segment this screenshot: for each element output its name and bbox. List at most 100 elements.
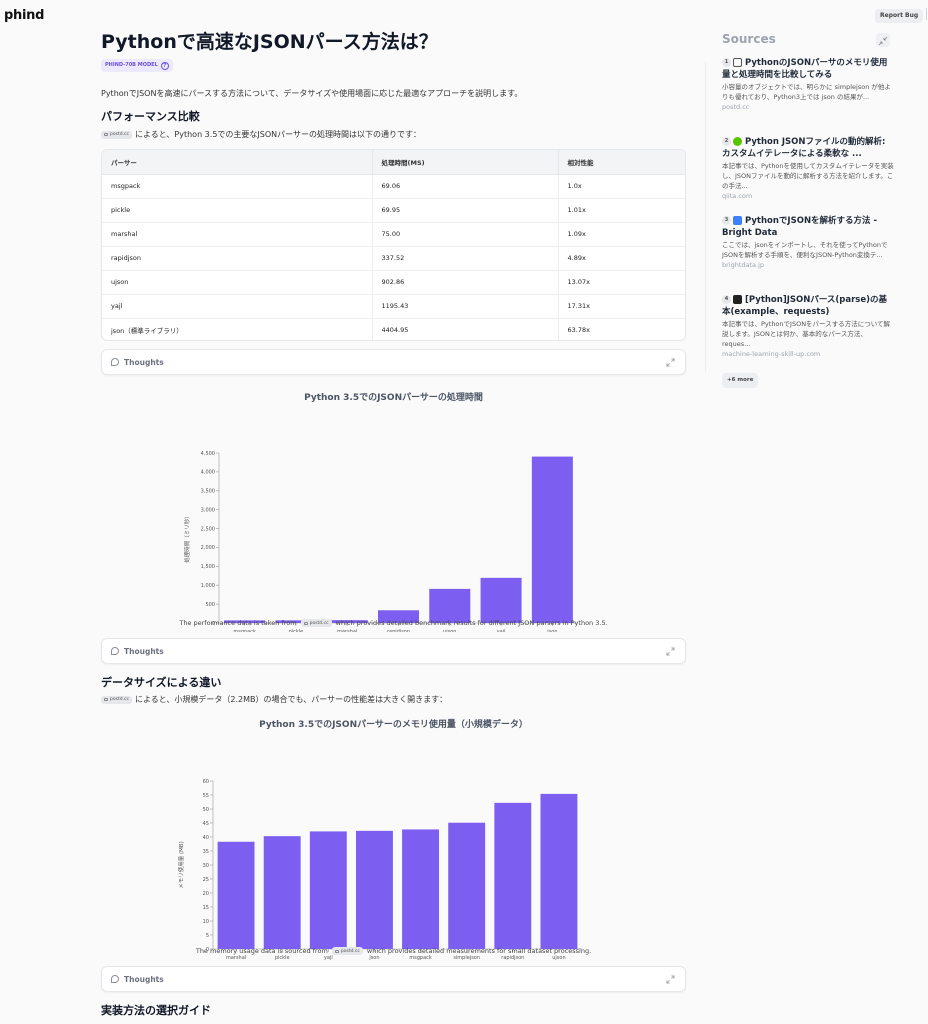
model-badge-label: PHIND-70B MODEL — [105, 62, 158, 68]
table-cell: 13.07x — [558, 270, 685, 295]
qiita-favicon-icon — [733, 137, 742, 146]
section-heading-data-size: データサイズによる違い — [101, 676, 222, 689]
expand-icon[interactable] — [666, 975, 675, 984]
chart-svg: 0 500 1,000 1,500 2,000 2,500 3,000 3,500 4,000 4… — [183, 451, 578, 632]
table-row: pickle 69.95 1.01x — [102, 198, 685, 223]
y-tick-label: 40 — [203, 835, 209, 841]
link-icon — [104, 698, 108, 701]
source-description: 本記事では、PythonでJSONをパースする方法について解説します。JSONと… — [722, 320, 891, 348]
table-cell: 902.86 — [372, 270, 559, 295]
source-number: 4 — [722, 295, 731, 304]
y-tick-label: 2,500 — [201, 526, 215, 532]
citation-chip-label: postd.cc — [110, 697, 129, 702]
caption-text: which provides detailed benchmark result… — [335, 619, 608, 627]
bar — [326, 620, 368, 623]
source-card[interactable]: 3 PythonでJSONを解析する方法 - Bright Data ここでは、j… — [722, 215, 894, 270]
citation-chip[interactable]: postd.cc — [300, 619, 332, 627]
citation-chip-label: postd.cc — [110, 132, 129, 137]
model-badge[interactable]: PHIND-70B MODEL ? — [101, 59, 173, 72]
citation-line: postd.cc によると、小規模データ（2.2MB）の場合でも、パーサーの性能… — [101, 694, 447, 705]
citation-text: によると、Python 3.5での主要なJSONパーサーの処理時間は以下の通りで… — [134, 130, 421, 139]
table-cell: pickle — [102, 198, 373, 223]
window-edge — [926, 8, 927, 20]
section-heading-guide: 実装方法の選択ガイド — [101, 1004, 211, 1017]
y-axis-label: 処理時間（ミリ秒） — [183, 513, 191, 563]
x-tick-label: json — [546, 629, 557, 632]
performance-table: パーサー 処理時間(MS) 相対性能 msgpack 69.06 1.0x pickl… — [101, 149, 686, 341]
source-domain: brightdata.jp — [722, 261, 765, 269]
citation-chip[interactable]: postd.cc — [101, 695, 132, 704]
thoughts-toggle[interactable]: Thoughts — [101, 349, 686, 375]
source-card[interactable]: 4 [Python]JSONパース(parse)の基本(example、reque… — [722, 294, 894, 359]
y-tick-label: 15 — [203, 905, 209, 911]
y-axis-label: メモリ使用量 (MB) — [177, 841, 185, 889]
x-tick-label: pickle — [275, 955, 290, 961]
source-number: 3 — [722, 216, 731, 225]
source-description: 本記事では、Pythonを使用してカスタムイテレータを実装し、JSONファイルを… — [722, 162, 894, 190]
x-tick-label: marshal — [337, 629, 357, 632]
y-tick-label: 4,000 — [201, 470, 215, 476]
y-tick-label: 0 — [212, 621, 215, 627]
x-tick-label: yajl — [324, 955, 333, 961]
help-icon[interactable]: ? — [160, 61, 169, 70]
table-cell: 1.09x — [558, 222, 685, 247]
thoughts-toggle[interactable]: Thoughts — [101, 638, 686, 664]
table-cell: rapidjson — [102, 246, 373, 271]
source-title: PythonでJSONを解析する方法 - Bright Data — [722, 216, 878, 238]
expand-icon[interactable] — [666, 647, 675, 656]
y-tick-label: 60 — [203, 779, 209, 785]
chart-processing-time: Python 3.5でのJSONパーサーの処理時間 0 500 1,000 1,500… — [101, 390, 686, 632]
source-number: 1 — [722, 58, 731, 67]
table-cell: 4404.95 — [372, 318, 559, 340]
table-header: 相対性能 — [558, 150, 685, 175]
bar — [494, 802, 532, 949]
citation-chip[interactable]: postd.cc — [101, 130, 132, 139]
table-header: パーサー — [102, 150, 373, 175]
table-row: ujson 902.86 13.07x — [102, 270, 685, 295]
expand-icon[interactable] — [666, 358, 675, 367]
collapse-icon — [878, 36, 888, 46]
y-tick-label: 20 — [203, 891, 209, 897]
x-tick-label: msgpack — [409, 955, 432, 961]
page-title: Pythonで高速なJSONパース方法は？ — [101, 31, 438, 53]
table-cell: 69.06 — [372, 174, 559, 199]
citation-chip[interactable]: postd.cc — [331, 947, 363, 955]
y-tick-label: 4,500 — [201, 451, 215, 457]
bar — [540, 793, 578, 949]
y-tick-label: 55 — [203, 793, 209, 799]
y-tick-label: 2,000 — [201, 545, 215, 551]
link-icon — [104, 133, 108, 136]
report-bug-button[interactable]: Report Bug — [875, 9, 924, 23]
chart-memory-usage: Python 3.5でのJSONパーサーのメモリ使用量（小規模データ） 0 5 10… — [101, 717, 686, 961]
citation-chip-label: postd.cc — [309, 620, 329, 626]
chart-title: Python 3.5でのJSONパーサーの処理時間 — [304, 393, 483, 403]
y-tick-label: 5 — [206, 933, 209, 939]
caption-text: The memory usage data is sourced from — [195, 947, 328, 955]
source-card[interactable]: 2 Python JSONファイルの動的解析: カスタムイテレータによる柔軟な .… — [722, 136, 894, 201]
phind-logo[interactable]: phind — [4, 8, 45, 23]
y-tick-label: 3,500 — [201, 489, 215, 495]
y-tick-label: 35 — [203, 849, 209, 855]
bar — [377, 610, 420, 623]
table-cell: 1.0x — [558, 174, 685, 199]
bar — [402, 829, 440, 949]
sources-title: Sources — [722, 32, 776, 46]
source-card[interactable]: 1 PythonのJSONパーサのメモリ使用量と処理時間を比較してみる 小容量のオ… — [722, 57, 894, 112]
more-sources-button[interactable]: +6 more — [722, 373, 759, 388]
table-cell: 1195.43 — [372, 294, 559, 319]
brightdata-favicon-icon — [733, 216, 742, 225]
table-cell: 17.31x — [558, 294, 685, 319]
y-tick-label: 3,000 — [201, 507, 215, 513]
sidebar-divider — [705, 62, 706, 372]
collapse-sources-button[interactable] — [876, 33, 890, 47]
thoughts-label: Thoughts — [124, 357, 164, 367]
table-cell: json（標準ライブラリ） — [102, 318, 373, 340]
x-tick-label: rapidjson — [501, 955, 524, 961]
thoughts-toggle[interactable]: Thoughts — [101, 966, 686, 992]
x-tick-label: yajl — [497, 629, 506, 632]
bar — [531, 456, 573, 623]
table-header-row: パーサー 処理時間(MS) 相対性能 — [102, 150, 685, 175]
source-title: PythonのJSONパーサのメモリ使用量と処理時間を比較してみる — [722, 58, 888, 80]
bar — [429, 588, 471, 623]
chat-bubble-icon — [111, 358, 119, 366]
